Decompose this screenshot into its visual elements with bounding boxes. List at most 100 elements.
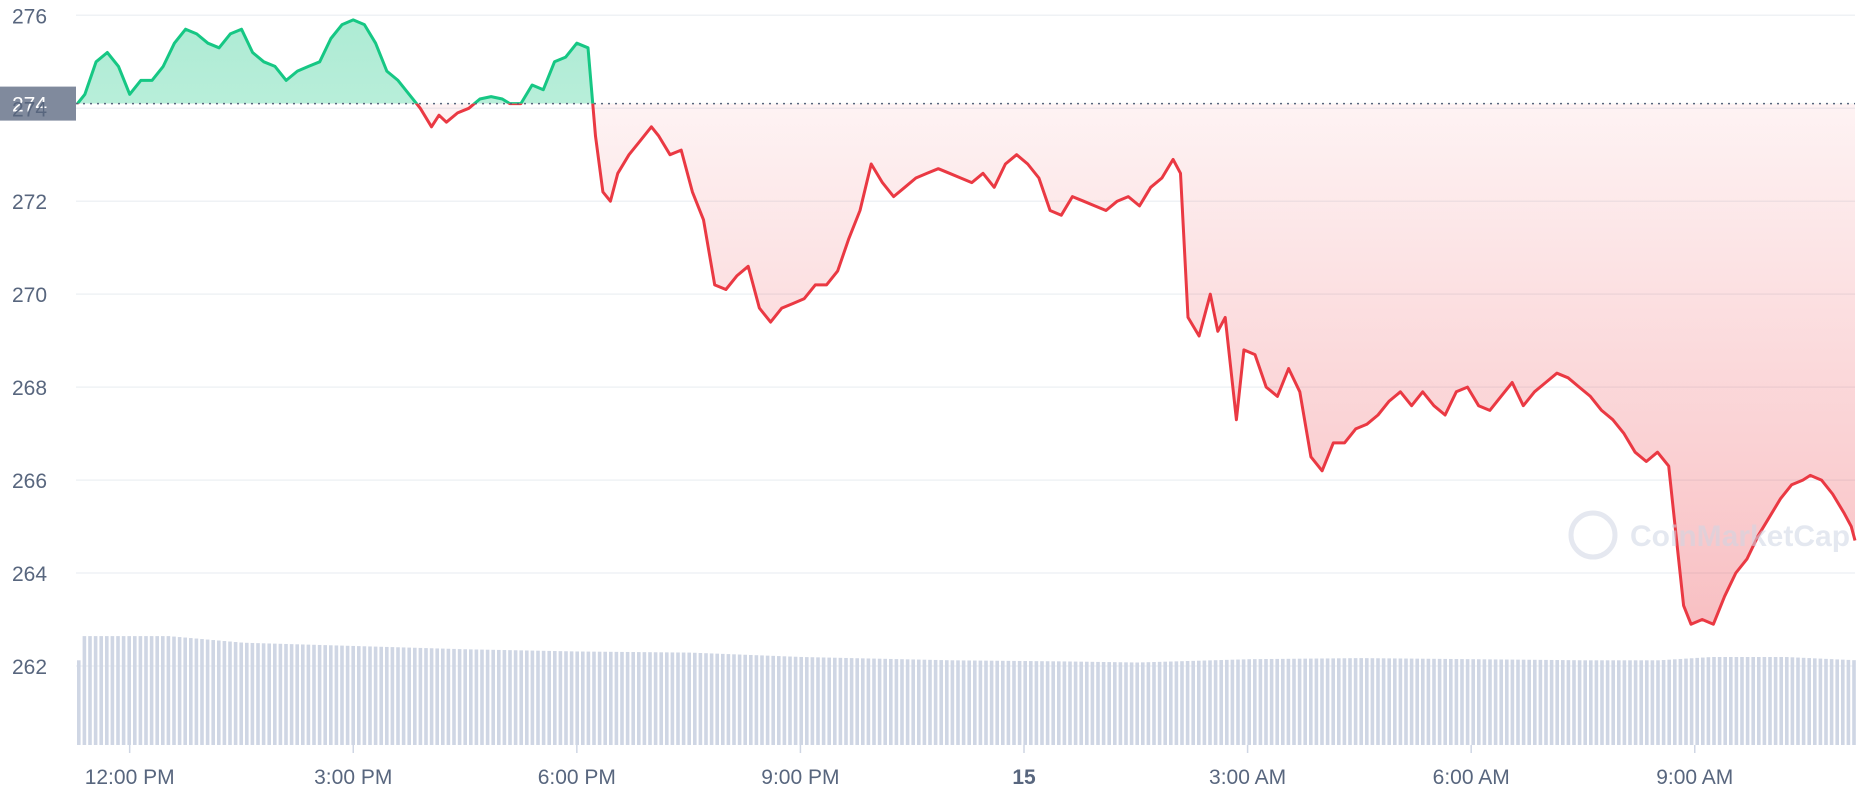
- volume-bar: [1264, 659, 1268, 745]
- volume-bar: [693, 652, 697, 745]
- volume-bar: [547, 650, 551, 745]
- volume-bar: [849, 658, 854, 745]
- volume-bar: [1353, 658, 1358, 745]
- volume-bar: [396, 647, 400, 745]
- volume-bar: [323, 645, 327, 745]
- watermark: CoinMarketCap: [1568, 510, 1850, 560]
- volume-bar: [614, 651, 619, 745]
- volume-bar: [211, 640, 215, 745]
- volume-bar: [1454, 659, 1459, 745]
- volume-bar: [1051, 661, 1055, 745]
- volume-bar: [457, 649, 462, 745]
- volume-bar: [93, 636, 98, 745]
- volume-bar: [1191, 660, 1195, 745]
- volume-bar: [1393, 658, 1397, 745]
- volume-bar: [1197, 660, 1201, 745]
- volume-bar: [513, 650, 518, 745]
- volume-bar: [1247, 659, 1251, 745]
- area-below-reference: [416, 103, 1855, 625]
- volume-bar: [82, 636, 87, 745]
- volume-bar: [704, 653, 708, 745]
- x-axis: 12:00 PM 3:00 PM 6:00 PM 9:00 PM 15 3:00 AM 6:…: [85, 745, 1733, 789]
- volume-bar: [1297, 658, 1302, 745]
- volume-bar: [771, 655, 775, 745]
- x-tick-label: 6:00 AM: [1433, 766, 1510, 789]
- volume-bar: [816, 657, 820, 745]
- volume-bar: [357, 646, 361, 745]
- volume-bar: [659, 652, 663, 745]
- volume-bar: [917, 659, 921, 745]
- price-line-up: [76, 18, 595, 104]
- volume-bar: [1376, 658, 1380, 745]
- volume-bar: [782, 656, 787, 745]
- volume-bar: [1622, 660, 1627, 745]
- price-line-down: [77, 103, 1857, 626]
- volume-bar: [1029, 661, 1033, 745]
- volume-bar: [245, 642, 249, 745]
- volume-bar: [1818, 658, 1823, 745]
- volume-bar: [737, 654, 742, 745]
- volume-bar: [1146, 662, 1151, 745]
- volume-bar: [558, 651, 563, 745]
- y-tick-label: 264: [12, 563, 47, 586]
- volume-bar: [452, 648, 456, 745]
- volume-bar: [474, 649, 479, 745]
- volume-bar: [1538, 659, 1543, 745]
- volume-bar: [1079, 661, 1083, 745]
- volume-bar: [950, 660, 955, 745]
- volume-bar: [922, 659, 927, 745]
- volume-bar: [1465, 659, 1470, 745]
- volume-bar: [401, 647, 406, 745]
- volume-bar: [205, 639, 210, 745]
- volume-bar: [1471, 659, 1475, 745]
- volume-bar: [1482, 659, 1487, 745]
- volume-bar: [1415, 658, 1419, 745]
- x-tick-label: 6:00 PM: [538, 766, 616, 789]
- volume-bar: [1673, 659, 1677, 745]
- watermark-text: CoinMarketCap: [1630, 520, 1850, 553]
- volume-bar: [743, 654, 747, 745]
- volume-bar: [1085, 661, 1089, 745]
- volume-bar: [99, 636, 103, 745]
- volume-bar: [116, 636, 120, 745]
- volume-bar: [1589, 660, 1593, 745]
- volume-bar: [273, 643, 277, 745]
- volume-bar: [855, 658, 859, 745]
- volume-bar: [1107, 662, 1111, 745]
- volume-bar: [1113, 662, 1117, 745]
- volume-bar: [810, 657, 815, 745]
- volume-bar: [911, 659, 915, 745]
- volume-bar: [1449, 658, 1453, 745]
- volume-bar: [463, 649, 467, 745]
- volume-bar: [581, 651, 585, 745]
- volume-bar: [1101, 661, 1106, 745]
- volume-bar: [1208, 660, 1212, 745]
- volume-bar: [1510, 659, 1515, 745]
- volume-bar: [1129, 662, 1134, 745]
- volume-bar: [306, 644, 311, 745]
- volume-bar: [1796, 657, 1800, 745]
- volume-bar: [1762, 657, 1767, 745]
- volume-bar: [709, 653, 714, 745]
- volume-bar: [1488, 659, 1492, 745]
- volume-bar: [1286, 658, 1291, 745]
- volume-bar: [485, 649, 490, 745]
- volume-bar: [256, 643, 260, 745]
- volume-bar: [1667, 659, 1671, 745]
- volume-bar: [1706, 657, 1711, 745]
- volume-bar: [1230, 659, 1235, 745]
- volume-bar: [525, 650, 529, 745]
- volume-bar: [1779, 657, 1783, 745]
- volume-bar: [1236, 659, 1240, 745]
- y-tick-label: 266: [12, 470, 47, 493]
- volume-bar: [1068, 661, 1072, 745]
- volume-bar: [973, 660, 977, 745]
- volume-bar: [861, 658, 865, 745]
- volume-bar: [1174, 661, 1179, 745]
- volume-bar: [1757, 657, 1761, 745]
- volume-bar: [1729, 657, 1733, 745]
- volume-bar: [1807, 658, 1811, 745]
- volume-bar: [233, 642, 238, 745]
- volume-bar: [1561, 660, 1565, 745]
